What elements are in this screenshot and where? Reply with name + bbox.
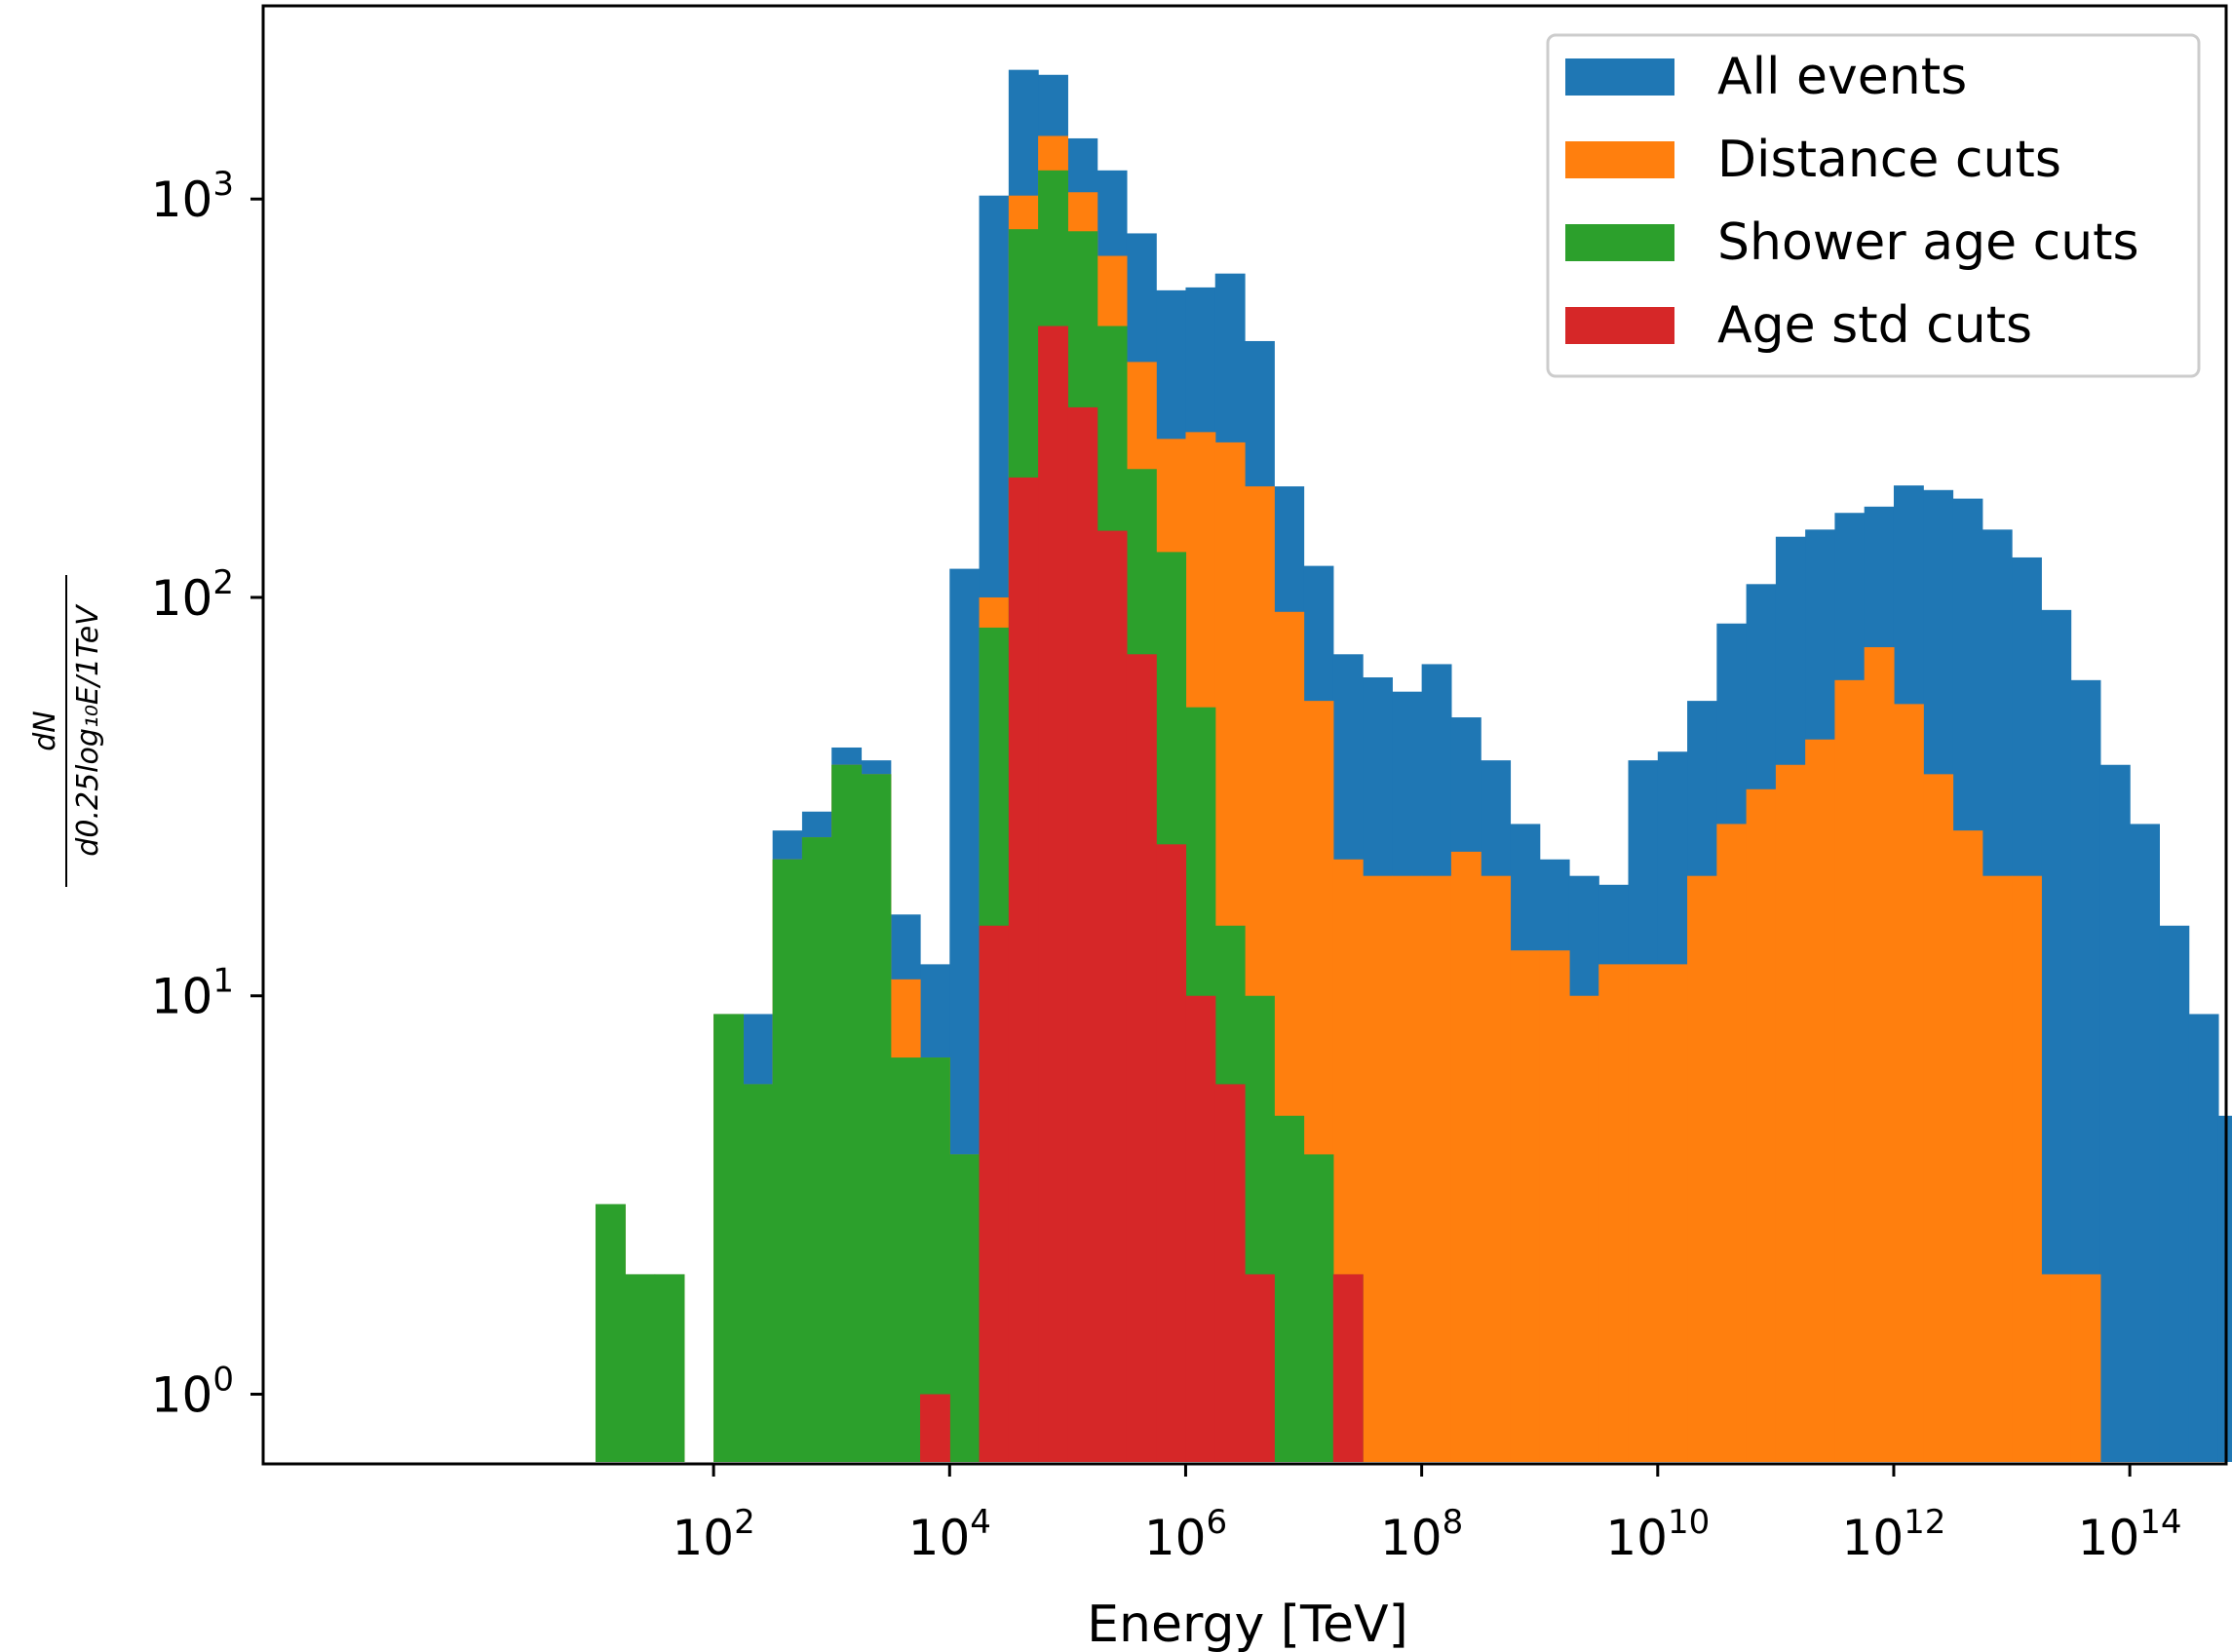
bar-distance-cuts-48	[2012, 875, 2042, 1462]
legend-swatch-all-events	[1565, 58, 1674, 96]
bar-shower-age-cuts-0	[596, 1204, 626, 1462]
bar-shower-age-cuts-23	[1274, 1115, 1305, 1462]
plot-frame	[261, 4, 2228, 1466]
legend-swatch-age-std-cuts	[1565, 307, 1674, 344]
bar-distance-cuts-49	[2041, 1274, 2072, 1462]
x-axis-title: Energy [TeV]	[1087, 1595, 1408, 1652]
y-tick-label-3: 103	[151, 165, 234, 228]
bar-shower-age-cuts-12	[949, 1154, 981, 1462]
bar-shower-age-cuts-9	[861, 774, 892, 1462]
bar-shower-age-cuts-1	[625, 1274, 656, 1462]
x-tick-label-8: 108	[1380, 1503, 1463, 1566]
bar-age-std-cuts-17	[1097, 530, 1128, 1462]
legend-swatch-shower-age-cuts	[1565, 224, 1674, 261]
bar-shower-age-cuts-7	[801, 837, 832, 1462]
bar-distance-cuts-45	[1923, 774, 1954, 1462]
bar-distance-cuts-43	[1864, 647, 1895, 1462]
bar-all-events-54	[2188, 1014, 2219, 1462]
bar-shower-age-cuts-8	[831, 764, 863, 1462]
bar-age-std-cuts-16	[1067, 406, 1098, 1463]
x-tick-label-2: 102	[672, 1503, 754, 1566]
bar-all-events-51	[2099, 764, 2131, 1462]
bar-distance-cuts-44	[1893, 704, 1924, 1462]
bar-all-events-52	[2130, 824, 2160, 1462]
bar-distance-cuts-41	[1805, 739, 1836, 1462]
bar-age-std-cuts-18	[1126, 654, 1157, 1462]
bar-distance-cuts-31	[1510, 950, 1541, 1462]
series-age-std-cuts	[920, 326, 1364, 1463]
bar-shower-age-cuts-6	[772, 859, 803, 1462]
bar-shower-age-cuts-24	[1303, 1154, 1334, 1462]
bar-distance-cuts-38	[1716, 824, 1748, 1462]
bar-distance-cuts-28	[1421, 875, 1452, 1462]
y-axis-title: dN d0.25log₁₀E/1TeV	[28, 575, 105, 887]
y-axis-title-denominator: d0.25log₁₀E/1TeV	[71, 603, 105, 857]
bar-all-events-53	[2159, 925, 2190, 1462]
bar-distance-cuts-39	[1746, 788, 1777, 1462]
y-axis-title-numerator: dN	[28, 711, 62, 750]
bar-shower-age-cuts-4	[713, 1014, 744, 1462]
x-tick-label-6: 106	[1144, 1503, 1227, 1566]
histogram-bars	[596, 69, 2232, 1463]
y-tick-label-2: 102	[151, 563, 234, 627]
legend-label-all-events: All events	[1717, 48, 1967, 106]
legend-label-shower-age-cuts: Shower age cuts	[1717, 213, 2139, 272]
bar-age-std-cuts-20	[1185, 995, 1216, 1462]
bar-distance-cuts-27	[1392, 875, 1423, 1462]
y-axis-ticks: 100 101 102 103	[151, 165, 263, 1424]
legend-box	[1546, 33, 2201, 378]
bar-age-std-cuts-19	[1156, 844, 1187, 1462]
bar-distance-cuts-42	[1834, 679, 1866, 1462]
bar-age-std-cuts-22	[1245, 1274, 1275, 1462]
bar-age-std-cuts-15	[1038, 326, 1068, 1462]
bar-distance-cuts-47	[1982, 875, 2013, 1462]
bar-age-std-cuts-21	[1214, 1084, 1246, 1462]
y-tick-label-1: 101	[151, 962, 234, 1025]
bar-shower-age-cuts-2	[654, 1274, 685, 1462]
legend-label-age-std-cuts: Age std cuts	[1717, 296, 2032, 355]
bar-age-std-cuts-13	[979, 925, 1010, 1462]
bar-distance-cuts-40	[1775, 764, 1806, 1462]
legend: All events Distance cuts Shower age cuts…	[1546, 33, 2201, 378]
bar-distance-cuts-26	[1363, 875, 1393, 1462]
bar-distance-cuts-46	[1952, 830, 1983, 1462]
x-tick-label-10: 1010	[1605, 1503, 1710, 1566]
bar-distance-cuts-50	[2070, 1274, 2101, 1462]
bar-distance-cuts-35	[1628, 964, 1659, 1462]
bar-shower-age-cuts-5	[743, 1084, 774, 1462]
x-tick-label-4: 104	[908, 1503, 991, 1566]
x-tick-label-14: 1014	[2078, 1503, 2182, 1566]
x-axis-ticks: 1021041061081010101210141016	[672, 1465, 2182, 1566]
bar-age-std-cuts-25	[1332, 1274, 1364, 1462]
bar-distance-cuts-30	[1481, 875, 1512, 1462]
bar-age-std-cuts-14	[1008, 477, 1039, 1462]
legend-label-distance-cuts: Distance cuts	[1717, 131, 2061, 189]
x-tick-label-12: 1012	[1842, 1503, 1946, 1566]
bar-age-std-cuts-11	[920, 1394, 950, 1462]
y-tick-label-0: 100	[151, 1361, 234, 1424]
bar-shower-age-cuts-10	[890, 1057, 921, 1462]
bar-distance-cuts-36	[1657, 964, 1688, 1462]
bar-distance-cuts-32	[1539, 950, 1570, 1462]
bar-distance-cuts-29	[1450, 851, 1482, 1462]
legend-swatch-distance-cuts	[1565, 141, 1674, 178]
bar-distance-cuts-34	[1598, 964, 1630, 1462]
bar-distance-cuts-33	[1568, 995, 1599, 1462]
bar-distance-cuts-37	[1687, 875, 1717, 1462]
